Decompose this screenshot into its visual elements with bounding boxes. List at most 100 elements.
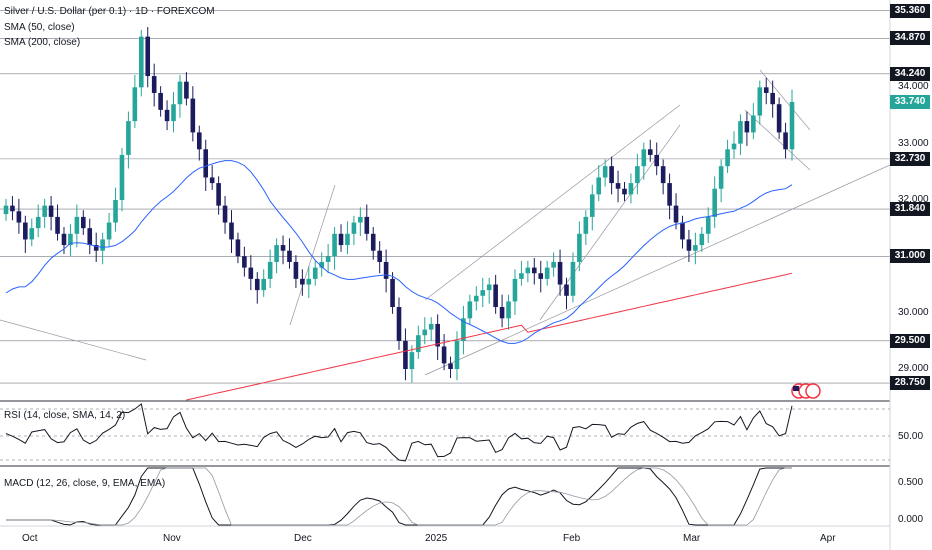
candle-body — [338, 233, 344, 246]
candle-body — [525, 267, 531, 274]
macd-signal-line — [6, 467, 792, 526]
candle-body — [673, 205, 679, 223]
candle-body — [474, 295, 479, 302]
candle-body — [705, 216, 711, 234]
candle-body — [364, 216, 370, 234]
x-label-oct: Oct — [22, 533, 38, 544]
candle-body — [370, 233, 376, 251]
sma200-line — [186, 272, 793, 401]
candle-body — [68, 233, 73, 246]
rsi-legend: RSI (14, close, SMA, 14, 2) — [4, 410, 126, 421]
candle-body — [325, 256, 331, 262]
candle-body — [622, 188, 627, 195]
candle-body — [383, 261, 389, 279]
macd-scale-label-zero: 0.000 — [898, 514, 924, 525]
candle-body — [467, 301, 473, 319]
candle-body — [602, 166, 608, 178]
candle-body — [216, 183, 221, 206]
candle-body — [145, 36, 151, 77]
candle-body — [763, 87, 769, 93]
macd-legend: MACD (12, 26, close, 9, EMA, EMA) — [4, 478, 166, 489]
candle-body — [306, 278, 312, 285]
candle-body — [486, 284, 492, 291]
candle-body — [583, 216, 589, 234]
candle-body — [544, 267, 550, 279]
candle-body — [538, 273, 544, 279]
candle-body — [409, 352, 415, 370]
candle-body — [35, 216, 41, 229]
candle-body — [396, 307, 402, 341]
candle-body — [789, 101, 795, 150]
candle-body — [680, 222, 685, 240]
candle-body — [158, 92, 163, 110]
candle-body — [660, 166, 666, 184]
candle-body — [358, 216, 363, 223]
candle-body — [493, 284, 498, 308]
candle-body — [209, 177, 215, 184]
candle-body — [712, 188, 717, 217]
x-label-feb: Feb — [563, 533, 581, 544]
candle-body — [203, 149, 209, 178]
candle-body — [351, 222, 357, 234]
candle-body — [184, 81, 189, 99]
candle-body — [770, 92, 775, 105]
candle-body — [132, 87, 138, 122]
candle-body — [267, 261, 273, 279]
candle-body — [196, 132, 202, 150]
candle-body — [461, 318, 466, 341]
candle-body — [190, 98, 196, 133]
candle-body — [29, 228, 35, 240]
candle-body — [416, 335, 421, 353]
sma200-legend: SMA (200, close) — [4, 37, 81, 48]
candle-body — [435, 323, 440, 347]
sma50-line — [5, 160, 793, 344]
candle-body — [48, 205, 54, 217]
candle-body — [686, 239, 692, 251]
candle-body — [428, 323, 434, 330]
candle-body — [377, 250, 382, 262]
candle-body — [499, 307, 505, 319]
candle-body — [390, 278, 395, 308]
candle-body — [570, 261, 576, 296]
candle-body — [725, 149, 730, 167]
candle-body — [531, 267, 537, 274]
price-scale-label: 34.000 — [898, 81, 929, 93]
candle-body — [699, 233, 705, 246]
candle-body — [667, 183, 672, 206]
candle-body — [609, 166, 614, 184]
candle-body — [783, 132, 788, 150]
candle-body — [454, 340, 460, 370]
candle-body — [589, 194, 595, 217]
candle-body — [280, 245, 286, 251]
price-level-box: 34.870 — [890, 31, 930, 46]
candle-body — [87, 228, 93, 246]
candle-body — [635, 166, 640, 184]
candle-body — [229, 222, 234, 240]
candle-body — [106, 222, 112, 240]
price-level-box: 31.840 — [890, 202, 930, 216]
sma50-legend: SMA (50, close) — [4, 22, 75, 33]
candle-body — [596, 177, 602, 195]
x-label-dec: Dec — [294, 533, 312, 544]
candle-body — [751, 115, 756, 133]
candle-body — [480, 290, 486, 296]
price-scale-label: 32.000 — [898, 194, 929, 205]
candle-body — [151, 76, 157, 93]
price-scale-label: 29.000 — [898, 363, 929, 374]
candle-body — [615, 183, 621, 189]
candle-body — [551, 261, 556, 268]
candle-body — [171, 104, 176, 122]
candle-body — [293, 261, 299, 279]
candle-body — [738, 121, 743, 144]
candle-body — [312, 267, 318, 279]
trend-line-2 — [424, 104, 681, 301]
candle-body — [222, 205, 228, 223]
candle-body — [3, 205, 9, 215]
candle-body — [422, 329, 428, 336]
candle-body — [274, 245, 279, 262]
candle-body — [126, 121, 131, 155]
candle-body — [16, 211, 22, 223]
candle-body — [577, 233, 582, 262]
x-label-nov: Nov — [163, 533, 181, 544]
